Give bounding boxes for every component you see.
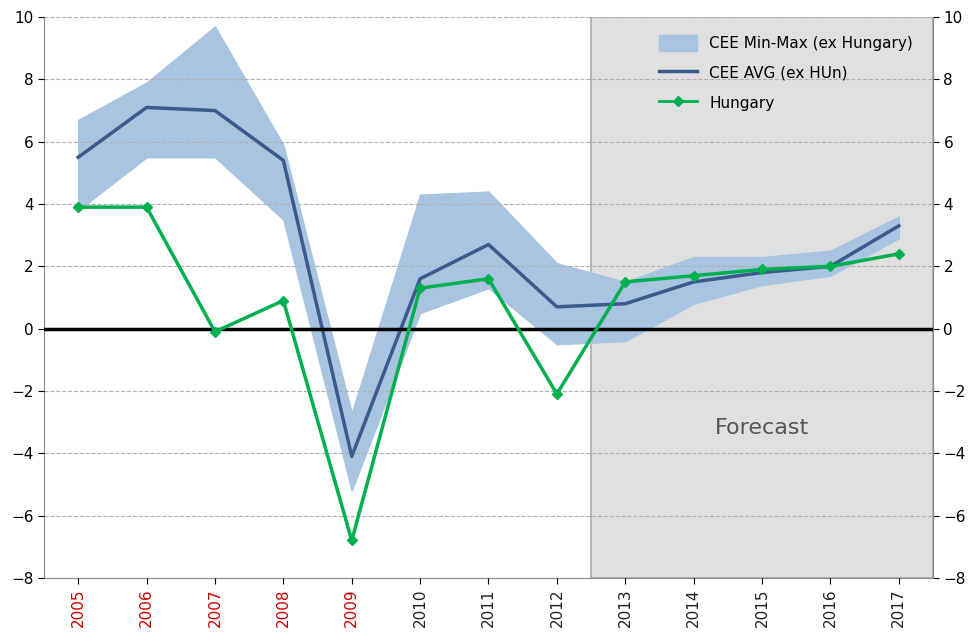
Hungary	[414, 285, 426, 292]
Hungary	[277, 297, 289, 304]
Hungary	[619, 278, 631, 286]
CEE AVG (ex HUn)	[414, 275, 426, 283]
CEE AVG (ex HUn)	[346, 452, 358, 460]
CEE AVG (ex HUn)	[141, 103, 152, 111]
Legend: CEE Min-Max (ex Hungary), CEE AVG (ex HUn), Hungary: CEE Min-Max (ex Hungary), CEE AVG (ex HU…	[652, 27, 921, 118]
Hungary	[688, 272, 700, 279]
Hungary	[72, 204, 84, 211]
Hungary	[551, 390, 563, 398]
Hungary	[483, 275, 494, 283]
CEE AVG (ex HUn)	[72, 154, 84, 161]
CEE AVG (ex HUn)	[209, 107, 221, 114]
Hungary	[141, 204, 152, 211]
Hungary	[825, 262, 836, 270]
CEE AVG (ex HUn)	[756, 269, 768, 276]
CEE AVG (ex HUn)	[483, 241, 494, 248]
Bar	[591, 17, 933, 578]
Hungary	[209, 328, 221, 336]
Line: Hungary: Hungary	[75, 204, 902, 544]
Hungary	[893, 250, 905, 258]
Hungary	[756, 265, 768, 273]
Line: CEE AVG (ex HUn): CEE AVG (ex HUn)	[78, 107, 899, 456]
Hungary	[346, 537, 358, 544]
CEE AVG (ex HUn)	[551, 303, 563, 311]
CEE AVG (ex HUn)	[619, 300, 631, 308]
CEE AVG (ex HUn)	[825, 262, 836, 270]
CEE AVG (ex HUn)	[277, 156, 289, 164]
CEE AVG (ex HUn)	[893, 222, 905, 230]
CEE AVG (ex HUn)	[688, 278, 700, 286]
Text: Forecast: Forecast	[715, 419, 809, 438]
